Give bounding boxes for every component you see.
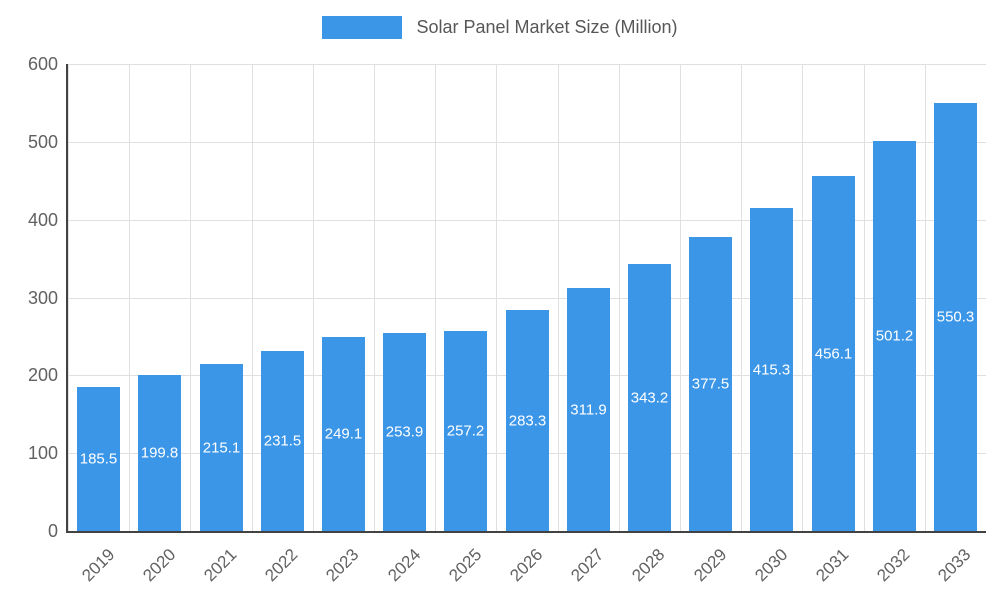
y-axis-tick-label: 500 (27, 132, 58, 152)
bar[interactable]: 311.9 (567, 288, 610, 531)
plot-area: 185.5 199.8 215.1 231.5 249.1 253.9 257.2 283.3… (66, 64, 986, 533)
y-axis-tick-label: 0 (47, 521, 58, 541)
x-axis-tick-label: 2025 (445, 545, 486, 586)
bar-value-label: 456.1 (814, 345, 853, 362)
bar[interactable]: 249.1 (322, 337, 365, 531)
bar-value-label: 550.3 (936, 308, 975, 326)
x-axis-tick-label: 2020 (139, 545, 180, 586)
vertical-gridline (802, 64, 803, 531)
y-axis-tick-label: 300 (27, 288, 58, 308)
y-axis-labels: 0 100 200 300 400 500 600 (0, 0, 58, 600)
bar[interactable]: 257.2 (444, 331, 487, 531)
bar[interactable]: 215.1 (200, 364, 243, 531)
bar-value-label: 253.9 (385, 423, 424, 441)
x-axis-tick-label: 2030 (751, 545, 792, 586)
bar[interactable]: 185.5 (77, 387, 120, 531)
vertical-gridline (864, 64, 865, 531)
x-axis-tick-label: 2028 (628, 545, 669, 586)
vertical-gridline (313, 64, 314, 531)
vertical-gridline (129, 64, 130, 531)
bar-value-label: 283.3 (508, 412, 547, 429)
bar-value-label: 249.1 (324, 425, 363, 443)
bar[interactable]: 231.5 (261, 351, 304, 531)
y-axis-tick-label: 200 (27, 365, 58, 385)
horizontal-gridline (68, 64, 986, 65)
bar-value-label: 199.8 (140, 444, 179, 462)
x-axis-tick-label: 2026 (506, 545, 547, 586)
x-axis-tick-label: 2032 (873, 545, 914, 586)
bar[interactable]: 456.1 (812, 176, 855, 531)
vertical-gridline (68, 64, 69, 531)
bar[interactable]: 283.3 (506, 310, 549, 531)
bar-value-label: 185.5 (79, 450, 118, 468)
legend-label: Solar Panel Market Size (Million) (416, 17, 678, 37)
x-axis-tick-label: 2031 (812, 545, 853, 586)
x-axis-tick-label: 2022 (261, 545, 302, 586)
x-axis-tick-label: 2029 (690, 545, 731, 586)
horizontal-gridline (68, 142, 986, 143)
x-axis-tick-label: 2021 (200, 545, 241, 586)
vertical-gridline (374, 64, 375, 531)
vertical-gridline (496, 64, 497, 531)
vertical-gridline (680, 64, 681, 531)
horizontal-gridline (68, 531, 986, 532)
y-axis-tick-label: 400 (27, 210, 58, 230)
bar[interactable]: 415.3 (750, 208, 793, 531)
legend-swatch[interactable] (322, 16, 403, 39)
x-axis-tick-label: 2023 (322, 545, 363, 586)
bar-value-label: 501.2 (875, 327, 914, 345)
bar-value-label: 343.2 (630, 389, 669, 406)
x-axis-tick-label: 2019 (78, 545, 119, 586)
bar[interactable]: 253.9 (383, 333, 426, 531)
bar-value-label: 377.5 (691, 375, 730, 393)
x-axis-tick-label: 2024 (384, 545, 425, 586)
vertical-gridline (190, 64, 191, 531)
vertical-gridline (558, 64, 559, 531)
vertical-gridline (619, 64, 620, 531)
vertical-gridline (741, 64, 742, 531)
x-axis-tick-label: 2027 (567, 545, 608, 586)
vertical-gridline (252, 64, 253, 531)
bar-value-label: 231.5 (263, 432, 302, 450)
x-axis-tick-label: 2033 (934, 545, 975, 586)
horizontal-gridline (68, 220, 986, 221)
horizontal-gridline (68, 298, 986, 299)
bar[interactable]: 377.5 (689, 237, 732, 531)
vertical-gridline (925, 64, 926, 531)
bar-value-label: 215.1 (202, 439, 241, 456)
bar[interactable]: 343.2 (628, 264, 671, 531)
bar-value-label: 257.2 (446, 422, 485, 440)
bar[interactable]: 199.8 (138, 375, 181, 531)
bar-value-label: 311.9 (570, 401, 607, 418)
bar[interactable]: 550.3 (934, 103, 977, 531)
chart-legend: Solar Panel Market Size (Million) (0, 16, 1000, 39)
bar-value-label: 415.3 (752, 361, 791, 378)
y-axis-tick-label: 600 (27, 54, 58, 74)
bar[interactable]: 501.2 (873, 141, 916, 531)
vertical-gridline (435, 64, 436, 531)
y-axis-tick-label: 100 (27, 443, 58, 463)
